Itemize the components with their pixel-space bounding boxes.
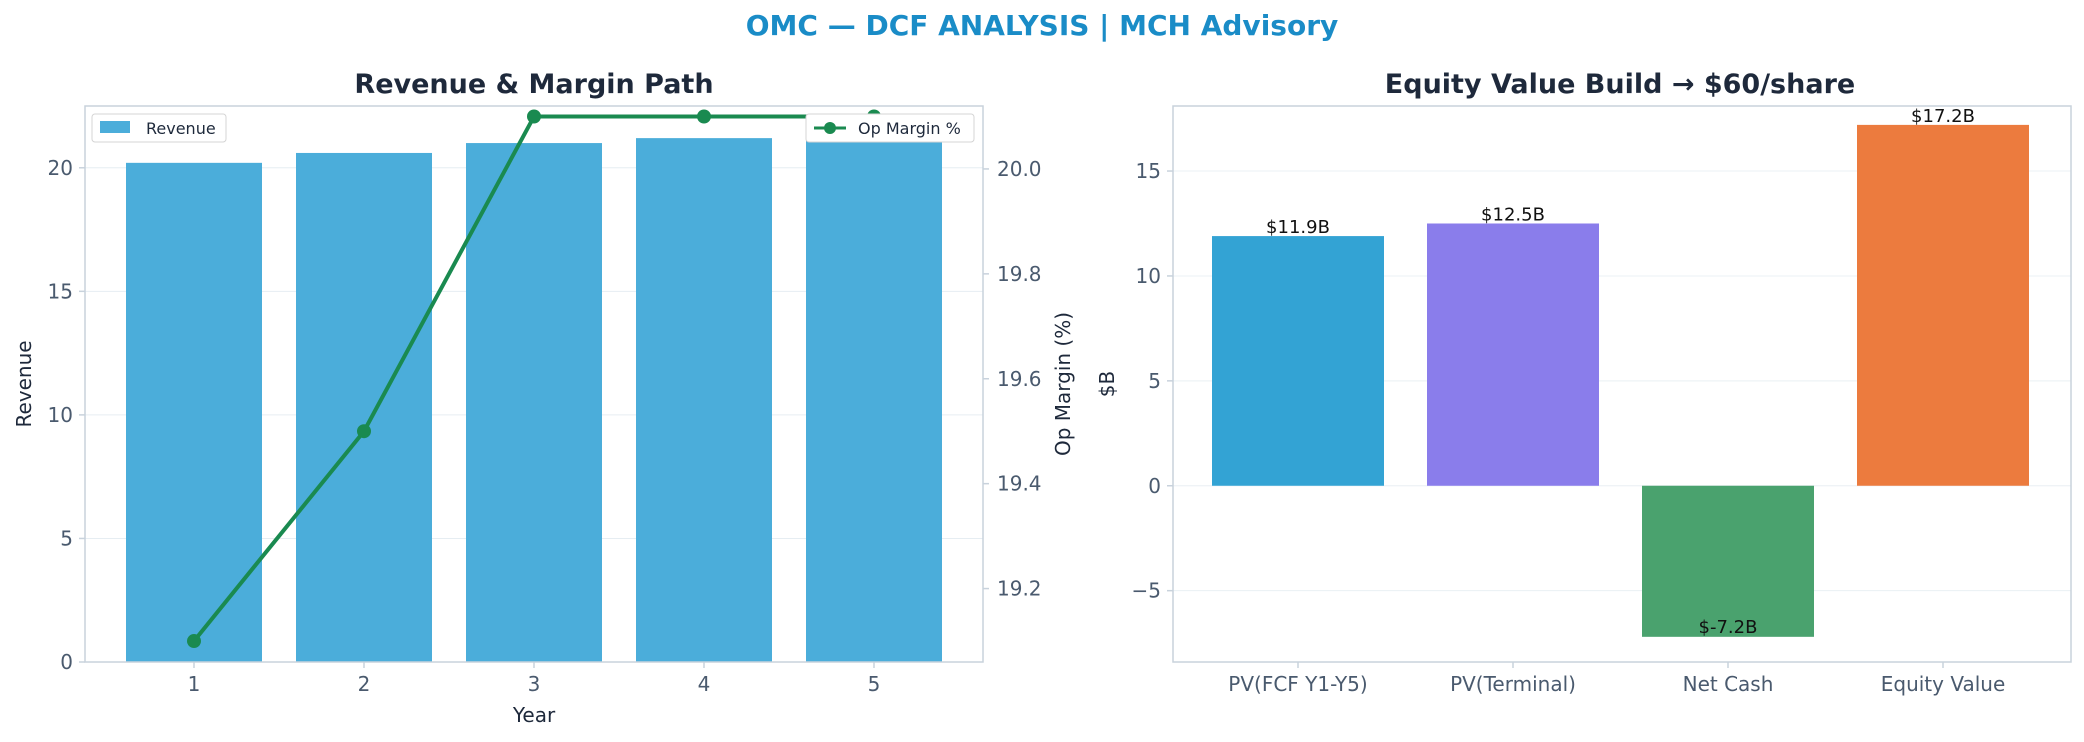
equity-value-chart: Equity Value Build → $60/share $11.9B $12… <box>1095 69 2072 696</box>
op-margin-line <box>187 109 881 649</box>
revenue-tick-label: 5 <box>60 526 73 550</box>
op-margin-point <box>357 424 371 439</box>
equity-data-label: $-7.2B <box>1699 617 1758 638</box>
op-margin-tick-label: 20.0 <box>997 157 1042 181</box>
equity-bar <box>1427 223 1599 486</box>
revenue-legend-label: Revenue <box>146 119 216 138</box>
year-tick-label: 4 <box>698 672 711 696</box>
equity-plot-frame <box>1172 105 2072 663</box>
equity-tick-label: 10 <box>1136 264 1161 288</box>
year-x-axis-label: Year <box>512 703 556 727</box>
revenue-bars <box>126 133 942 663</box>
revenue-margin-title: Revenue & Margin Path <box>354 69 713 100</box>
equity-y-ticks: −5 0 5 10 15 <box>1132 159 1173 603</box>
equity-x-ticks: PV(FCF Y1-Y5) PV(Terminal) Net Cash Equity … <box>1228 662 2005 696</box>
equity-data-label: $17.2B <box>1911 106 1975 127</box>
equity-tick-label: −5 <box>1132 579 1161 603</box>
revenue-bar <box>466 143 602 663</box>
equity-y-axis-label: $B <box>1095 371 1119 397</box>
equity-data-labels: $11.9B $12.5B $-7.2B $17.2B <box>1266 106 1975 638</box>
revenue-bar <box>296 152 432 662</box>
equity-tick-label: 5 <box>1148 369 1161 393</box>
op-margin-tick-label: 19.2 <box>997 577 1042 601</box>
op-margin-tick-label: 19.8 <box>997 262 1042 286</box>
year-tick-label: 2 <box>358 672 371 696</box>
op-margin-point <box>187 634 201 649</box>
revenue-bar <box>806 133 942 662</box>
year-tick-label: 5 <box>868 672 881 696</box>
revenue-tick-label: 0 <box>60 650 73 674</box>
op-margin-legend: Op Margin % <box>805 113 975 143</box>
equity-tick-label: 0 <box>1148 474 1161 498</box>
equity-category-label: Equity Value <box>1881 672 2006 696</box>
op-margin-tick-label: 19.6 <box>997 367 1042 391</box>
op-margin-point <box>697 109 711 124</box>
revenue-y-ticks: 0 5 10 15 20 <box>48 156 85 674</box>
op-margin-legend-label: Op Margin % <box>858 119 961 138</box>
equity-category-label: PV(Terminal) <box>1450 672 1576 696</box>
equity-data-label: $12.5B <box>1481 204 1545 225</box>
op-margin-y-axis-label: Op Margin (%) <box>1051 312 1075 456</box>
equity-bars <box>1212 124 2029 637</box>
op-margin-legend-marker <box>824 122 836 134</box>
equity-bar <box>1857 124 2029 486</box>
revenue-bar <box>636 138 772 662</box>
equity-value-title: Equity Value Build → $60/share <box>1385 69 1855 100</box>
figure-suptitle: OMC — DCF ANALYSIS | MCH Advisory <box>746 9 1339 42</box>
equity-category-label: PV(FCF Y1-Y5) <box>1228 672 1367 696</box>
revenue-legend-swatch <box>100 121 130 133</box>
op-margin-y-ticks: 19.2 19.4 19.6 19.8 20.0 <box>983 157 1042 601</box>
op-margin-legend-box <box>805 113 975 143</box>
op-margin-tick-label: 19.4 <box>997 472 1042 496</box>
revenue-tick-label: 10 <box>48 403 73 427</box>
revenue-tick-label: 20 <box>48 156 73 180</box>
year-tick-label: 3 <box>528 672 541 696</box>
year-tick-label: 1 <box>188 672 201 696</box>
equity-bar <box>1642 485 1814 637</box>
revenue-legend: Revenue <box>91 113 227 143</box>
revenue-y-axis-label: Revenue <box>12 340 36 427</box>
equity-tick-label: 15 <box>1136 159 1161 183</box>
op-margin-point <box>527 109 541 124</box>
equity-bar <box>1212 236 1384 486</box>
year-x-ticks: 1 2 3 4 5 <box>188 662 881 696</box>
equity-category-label: Net Cash <box>1683 672 1774 696</box>
equity-data-label: $11.9B <box>1266 217 1330 238</box>
revenue-tick-label: 15 <box>48 279 73 303</box>
revenue-bar <box>126 162 262 662</box>
